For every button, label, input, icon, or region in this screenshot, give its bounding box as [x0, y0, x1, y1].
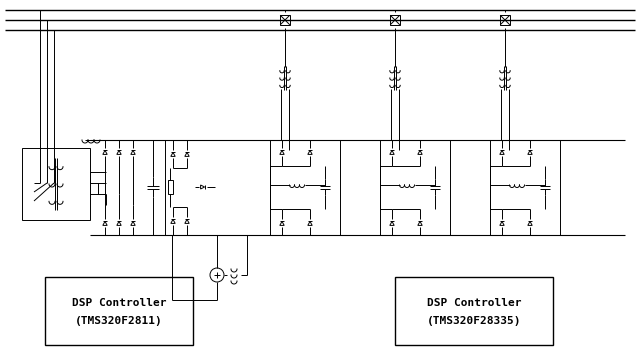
Bar	[500, 15, 510, 25]
Bar	[45, 277, 193, 345]
Text: (TMS320F2811): (TMS320F2811)	[75, 316, 163, 326]
Bar	[395, 277, 553, 345]
Bar	[22, 148, 90, 220]
Text: (TMS320F28335): (TMS320F28335)	[427, 316, 521, 326]
Bar	[280, 15, 290, 25]
Bar	[168, 180, 173, 194]
Text: DSP Controller: DSP Controller	[427, 298, 521, 308]
Text: DSP Controller: DSP Controller	[72, 298, 166, 308]
Bar	[390, 15, 400, 25]
